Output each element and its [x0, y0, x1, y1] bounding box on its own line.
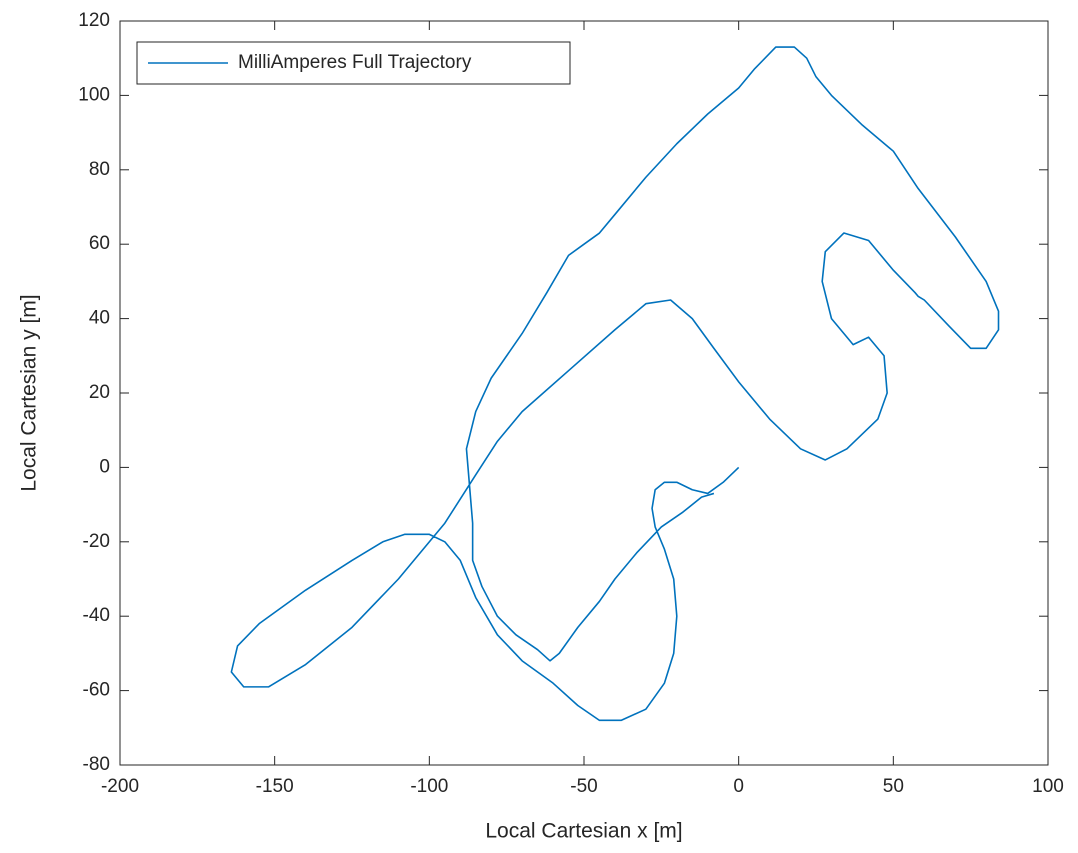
y-tick-label: 80: [89, 159, 110, 180]
y-tick-label: 120: [78, 10, 110, 31]
axes-box: [119, 20, 1049, 766]
plot-area: [120, 21, 1048, 765]
y-tick-label: 100: [78, 84, 110, 105]
y-tick-label: 40: [89, 308, 110, 329]
x-tick-label: 0: [733, 776, 744, 797]
x-tick-label: 50: [883, 776, 904, 797]
y-tick-label: 20: [89, 382, 110, 403]
x-tick-label: -100: [410, 776, 448, 797]
x-tick-label: -150: [256, 776, 294, 797]
y-tick-label: 0: [99, 456, 110, 477]
y-tick-label: -80: [83, 754, 110, 775]
y-tick-label: -60: [83, 680, 110, 701]
x-tick-label: -50: [570, 776, 597, 797]
legend-label: MilliAmperes Full Trajectory: [238, 52, 472, 73]
y-tick-label: 60: [89, 233, 110, 254]
x-tick-label: -200: [101, 776, 139, 797]
x-axis-label: Local Cartesian x [m]: [485, 820, 682, 843]
y-axis-label: Local Cartesian y [m]: [18, 294, 41, 491]
y-tick-label: -20: [83, 531, 110, 552]
trajectory-line: [230, 46, 1000, 722]
x-tick-label: 100: [1032, 776, 1064, 797]
y-tick-label: -40: [83, 605, 110, 626]
